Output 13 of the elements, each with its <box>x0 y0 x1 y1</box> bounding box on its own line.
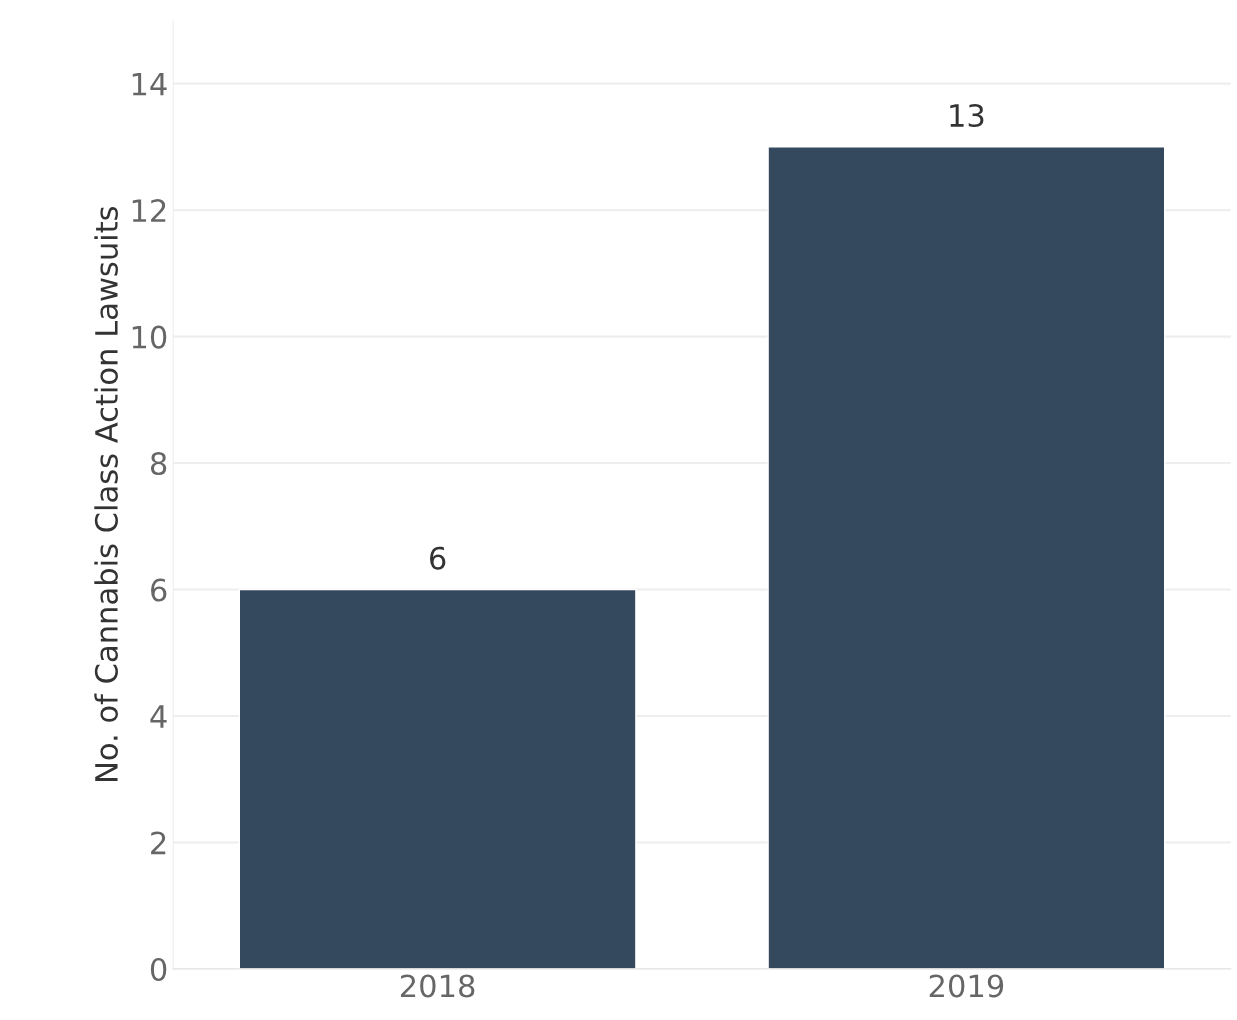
data-label: 6 <box>430 546 446 570</box>
y-tick-label: 2 <box>151 831 166 855</box>
y-tick-label: 0 <box>150 957 167 982</box>
y-tick-label: 8 <box>150 452 167 476</box>
y-tick-label: 12 <box>132 199 166 222</box>
x-tick-label: 2018 <box>400 974 475 998</box>
y-tick-label: 4 <box>150 705 167 728</box>
x-tick-label: 2019 <box>929 974 1004 998</box>
y-tick-label: 6 <box>151 578 167 602</box>
y-tick-label: 14 <box>132 72 167 96</box>
y-tick-label: 10 <box>132 325 167 349</box>
data-label: 13 <box>950 103 984 128</box>
y-axis-title: No. of Cannabis Class Action Lawsuits <box>94 206 118 781</box>
